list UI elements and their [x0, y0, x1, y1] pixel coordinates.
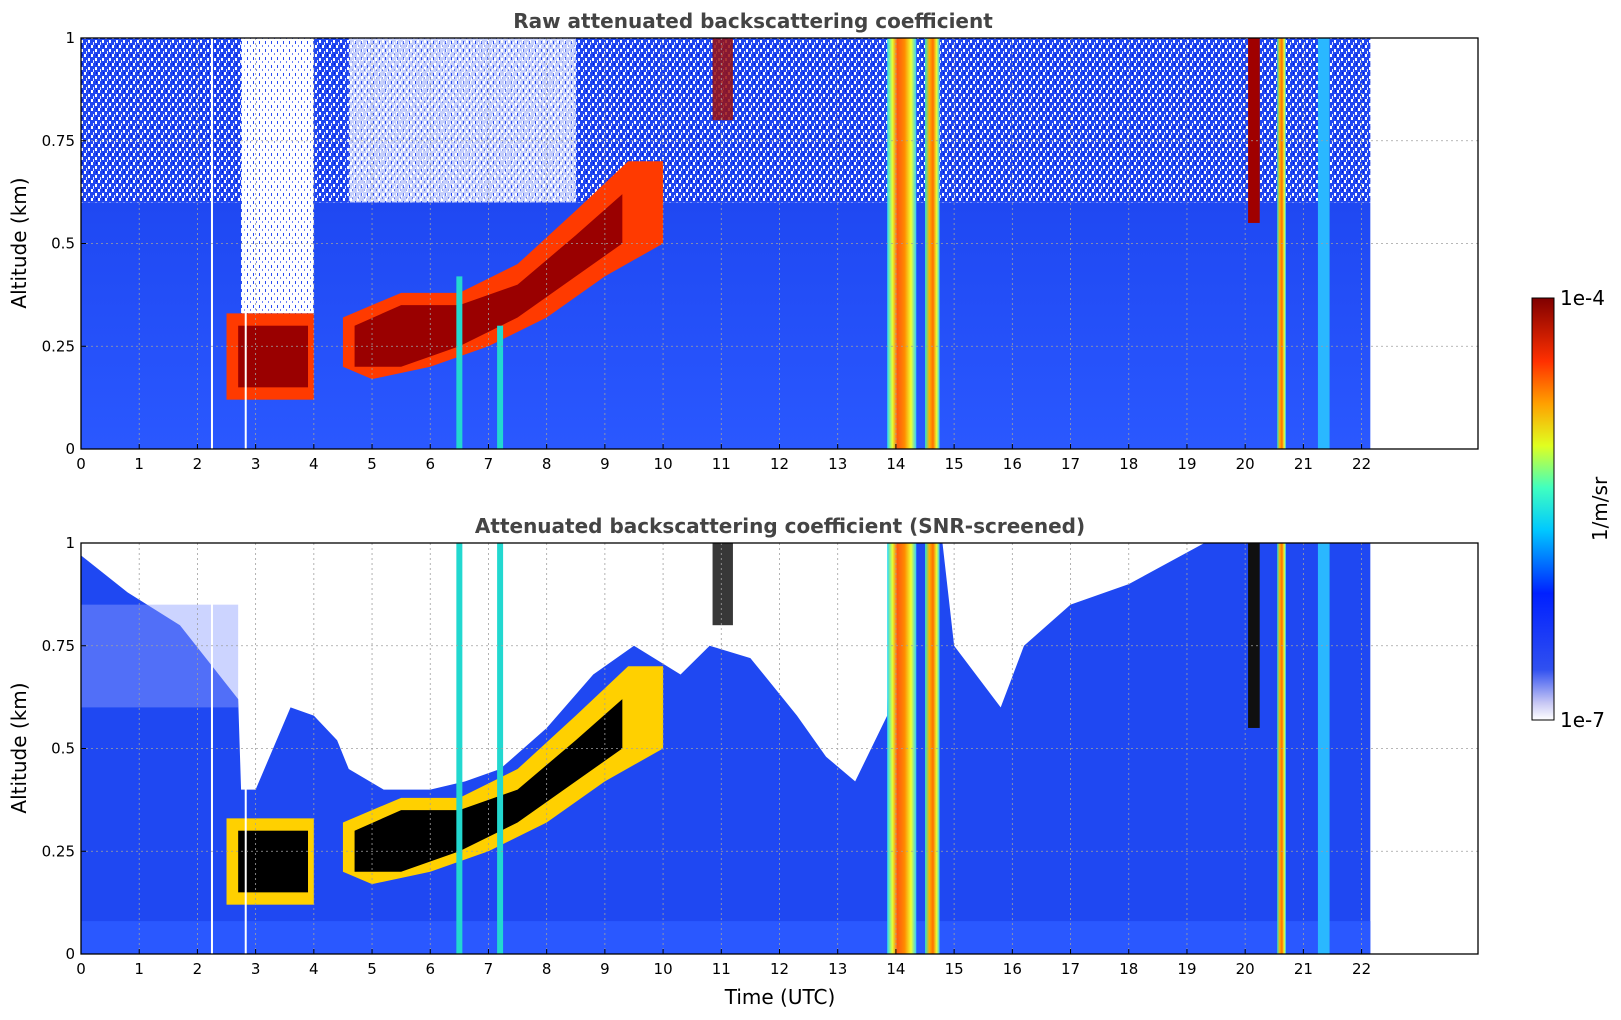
x-tick-label: 3: [251, 455, 261, 473]
colorbar-label: 1/m/sr: [1588, 476, 1612, 541]
colorbar-min-label: 1e-7: [1560, 708, 1605, 732]
panel1-ylabel: Altitude (km): [7, 177, 31, 308]
x-tick-label: 16: [1003, 455, 1022, 473]
x-tick-label: 14: [886, 960, 905, 978]
x-tick-label: 16: [1003, 960, 1022, 978]
cloud-layer-core: [238, 325, 309, 388]
x-tick-label: 0: [76, 455, 86, 473]
aerosol-haze: [81, 604, 239, 708]
x-tick-label: 9: [600, 455, 610, 473]
x-tick-label: 7: [484, 455, 494, 473]
x-tick-label: 3: [251, 960, 261, 978]
x-tick-label: 20: [1236, 455, 1255, 473]
raw-backscatter-panel: Raw attenuated backscattering coefficien…: [7, 9, 1479, 473]
cirrus-streak: [1248, 38, 1260, 223]
x-tick-label: 18: [1119, 960, 1138, 978]
drizzle-streak: [456, 276, 463, 449]
drizzle-streak: [456, 543, 463, 954]
x-tick-label: 0: [76, 960, 86, 978]
data-gap: [244, 38, 247, 449]
data-gap: [244, 543, 247, 954]
x-tick-label: 18: [1119, 455, 1138, 473]
x-tick-label: 15: [945, 960, 964, 978]
clear-air-noise: [348, 38, 576, 203]
x-tick-label: 13: [828, 455, 847, 473]
x-tick-label: 6: [425, 960, 435, 978]
x-tick-label: 7: [484, 960, 494, 978]
panel2-ylabel: Altitude (km): [7, 682, 31, 813]
precip-column: [1317, 543, 1330, 954]
cloud-layer-core: [354, 194, 623, 367]
near-ground-band: [81, 921, 1371, 954]
y-tick-label: 0.25: [42, 337, 75, 355]
panel1-title: Raw attenuated backscattering coefficien…: [513, 9, 993, 33]
x-tick-label: 22: [1352, 455, 1371, 473]
y-tick-label: 0: [65, 945, 75, 963]
screened-backscatter-panel: Attenuated backscattering coefficient (S…: [7, 514, 1479, 1009]
x-tick-label: 17: [1061, 455, 1080, 473]
x-tick-label: 11: [712, 960, 731, 978]
x-tick-label: 5: [367, 960, 377, 978]
y-tick-label: 1: [65, 534, 75, 552]
cloud-layer-core: [354, 699, 623, 872]
colorbar: 1e-4 1e-7 1/m/sr: [1531, 286, 1612, 732]
panel2-xlabel: Time (UTC): [724, 985, 836, 1009]
x-tick-label: 2: [193, 455, 203, 473]
x-tick-label: 20: [1236, 960, 1255, 978]
y-tick-label: 0.5: [51, 235, 75, 253]
x-tick-label: 21: [1294, 455, 1313, 473]
x-tick-label: 6: [425, 455, 435, 473]
x-tick-label: 4: [309, 960, 319, 978]
drizzle-streak: [497, 325, 504, 449]
panel2-title: Attenuated backscattering coefficient (S…: [475, 514, 1085, 538]
x-tick-label: 14: [886, 455, 905, 473]
x-tick-label: 12: [770, 960, 789, 978]
y-tick-label: 0.25: [42, 842, 75, 860]
panel2-grid: [81, 543, 1478, 954]
y-tick-label: 1: [65, 29, 75, 47]
panel1-x-ticks: 0 1 2 3 4 5 6 7 8 9 10 11 12 13 14 15 16 17 18 19 20 21 22: [76, 444, 1371, 473]
cirrus-streak: [712, 543, 733, 626]
precip-column: [1317, 38, 1330, 449]
panel2-y-ticks: 0 0.25 0.5 0.75 1: [42, 534, 86, 963]
x-tick-label: 10: [654, 960, 673, 978]
panel1-y-ticks: 0 0.25 0.5 0.75 1: [42, 29, 86, 458]
drizzle-streak: [497, 543, 504, 954]
x-tick-label: 10: [654, 455, 673, 473]
y-tick-label: 0.75: [42, 132, 75, 150]
cirrus-streak: [1248, 543, 1260, 728]
x-tick-label: 4: [309, 455, 319, 473]
x-tick-label: 19: [1177, 960, 1196, 978]
x-tick-label: 2: [193, 960, 203, 978]
x-tick-label: 13: [828, 960, 847, 978]
colorbar-max-label: 1e-4: [1560, 286, 1605, 310]
x-tick-label: 8: [542, 960, 552, 978]
x-tick-label: 11: [712, 455, 731, 473]
x-tick-label: 1: [134, 960, 144, 978]
panel1-grid: [81, 38, 1478, 449]
x-tick-label: 21: [1294, 960, 1313, 978]
panel2-x-ticks: 0 1 2 3 4 5 6 7 8 9 10 11 12 13 14 15 16 17 18 19 20 21 22: [76, 949, 1371, 978]
x-tick-label: 19: [1177, 455, 1196, 473]
x-tick-label: 15: [945, 455, 964, 473]
x-tick-label: 5: [367, 455, 377, 473]
x-tick-label: 12: [770, 455, 789, 473]
x-tick-label: 22: [1352, 960, 1371, 978]
cirrus-streak: [712, 38, 733, 121]
y-tick-label: 0.5: [51, 740, 75, 758]
y-tick-label: 0.75: [42, 637, 75, 655]
cloud-layer-core: [238, 830, 309, 893]
x-tick-label: 1: [134, 455, 144, 473]
x-tick-label: 9: [600, 960, 610, 978]
y-tick-label: 0: [65, 440, 75, 458]
x-tick-label: 17: [1061, 960, 1080, 978]
colorbar-gradient: [1531, 297, 1555, 721]
clear-air-noise: [241, 38, 314, 314]
x-tick-label: 8: [542, 455, 552, 473]
